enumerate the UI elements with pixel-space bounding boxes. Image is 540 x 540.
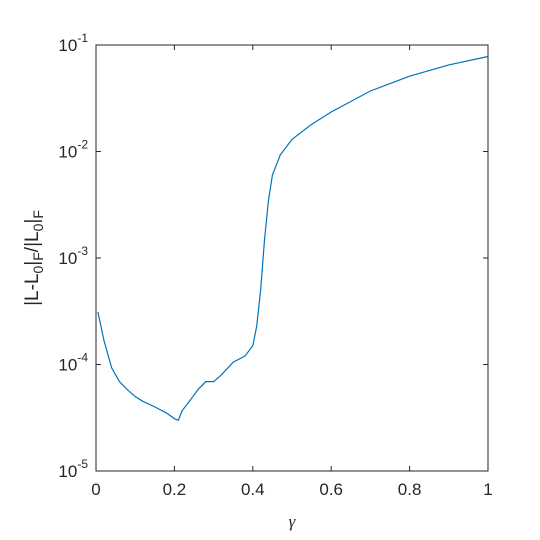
x-tick-label: 0 — [91, 480, 100, 499]
x-tick-label: 0.8 — [398, 480, 422, 499]
tick-exponent: -4 — [77, 351, 88, 365]
x-axis-label: γ — [289, 512, 297, 531]
label-part: /|L — [22, 231, 43, 252]
tick-base: 10 — [58, 36, 77, 55]
label-part: F — [30, 210, 46, 219]
y-tick-label: 10-3 — [58, 244, 88, 268]
tick-base: 10 — [58, 143, 77, 162]
tick-base: 10 — [58, 462, 77, 481]
data-line — [97, 55, 489, 421]
y-tick-label: 10-4 — [58, 351, 88, 375]
label-part: 0 — [30, 265, 46, 273]
y-tick-label: 10-2 — [58, 138, 88, 162]
y-tick-label: 10-5 — [58, 457, 88, 481]
label-part: | — [22, 261, 43, 266]
x-tick-label: 0.6 — [319, 480, 343, 499]
x-tick-label: 0.2 — [163, 480, 187, 499]
y-axis-label: |L-L0|F/|L0|F — [22, 210, 46, 306]
x-tick-label: 0.4 — [241, 480, 265, 499]
tick-base: 10 — [58, 356, 77, 375]
label-part: | — [22, 219, 43, 224]
tick-exponent: -2 — [77, 138, 88, 152]
tick-exponent: -1 — [77, 31, 88, 45]
x-tick-label: 1 — [483, 480, 492, 499]
y-tick-label: 10-1 — [58, 31, 88, 55]
label-part: F — [30, 252, 46, 261]
label-part: 0 — [30, 223, 46, 231]
tick-exponent: -3 — [77, 244, 88, 258]
tick-base: 10 — [58, 249, 77, 268]
label-part: |L-L — [22, 273, 43, 305]
tick-exponent: -5 — [77, 457, 88, 471]
